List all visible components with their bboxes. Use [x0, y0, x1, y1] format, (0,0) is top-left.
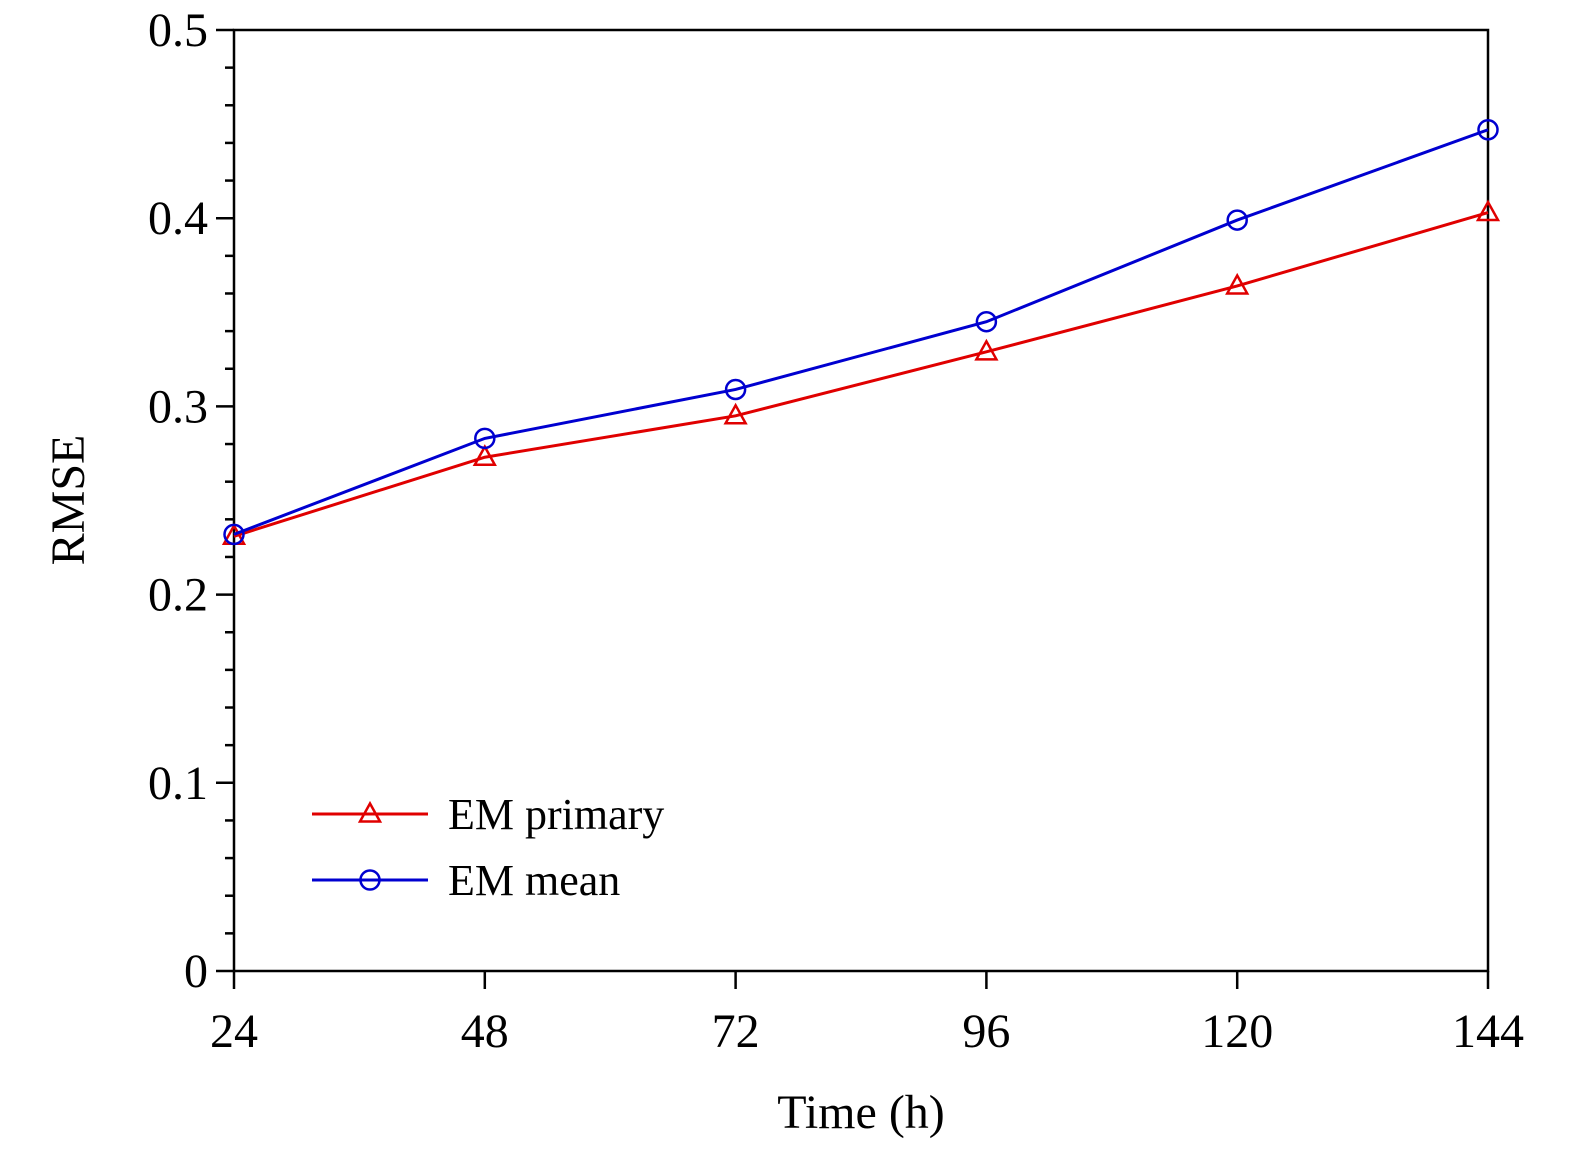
series-line-em-mean: [233, 128, 1489, 536]
y-tick-label: 0.2: [148, 569, 208, 622]
x-tick-label: 24: [210, 1005, 258, 1058]
x-tick-label: 96: [962, 1005, 1010, 1058]
y-tick-label: 0.5: [148, 4, 208, 57]
legend-marker: [359, 869, 381, 891]
series-layer: [221, 118, 1501, 546]
x-tick-label: 48: [461, 1005, 509, 1058]
y-axis-title: RMSE: [42, 435, 95, 566]
series-em-mean: [223, 118, 1499, 546]
legend-item-em-mean: EM mean: [312, 856, 620, 905]
x-tick-label: 120: [1201, 1005, 1273, 1058]
data-point-em-primary: [472, 444, 497, 466]
x-axis-ticks: 24 48 72 96 120 144: [210, 971, 1524, 1058]
data-point-em-mean: [223, 523, 245, 546]
series-line-em-primary: [233, 211, 1489, 538]
legend-label: EM mean: [448, 856, 620, 905]
plot-area-frame: [232, 28, 1490, 973]
y-tick-label: 0.1: [148, 757, 208, 810]
y-tick-label: 0: [184, 945, 208, 998]
y-tick-label: 0.3: [148, 380, 208, 433]
data-point-em-mean: [1477, 118, 1499, 141]
y-tick-label: 0.4: [148, 192, 208, 245]
data-point-em-mean: [724, 378, 747, 401]
x-axis-title: Time (h): [777, 1086, 945, 1139]
data-point-em-primary: [974, 338, 999, 361]
data-point-em-primary: [1225, 272, 1250, 295]
legend: EM primary EM mean: [312, 790, 664, 905]
data-point-em-mean: [975, 310, 998, 333]
legend-item-em-primary: EM primary: [312, 790, 664, 839]
x-tick-label: 144: [1452, 1005, 1524, 1058]
data-point-em-primary: [1475, 199, 1501, 222]
legend-label: EM primary: [448, 790, 664, 839]
data-point-em-mean: [474, 427, 496, 450]
data-point-em-primary: [723, 402, 748, 425]
series-em-primary: [221, 199, 1501, 546]
y-axis-ticks: 0 0.1 0.2 0.3 0.4 0.5: [148, 4, 234, 998]
x-tick-label: 72: [712, 1005, 760, 1058]
data-point-em-mean: [1226, 209, 1248, 231]
legend-marker: [357, 800, 383, 823]
